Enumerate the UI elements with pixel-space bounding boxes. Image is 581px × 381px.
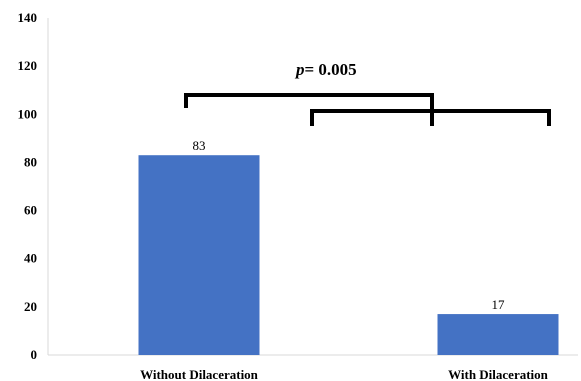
p-value-text: = 0.005 — [305, 60, 357, 79]
data-labels: 83 17 — [193, 138, 506, 312]
y-tick-label: 20 — [24, 299, 37, 314]
y-tick-label: 120 — [18, 58, 38, 73]
p-value-label: p= 0.005 — [294, 60, 357, 79]
bars — [138, 155, 559, 355]
bar — [138, 155, 260, 355]
y-tick-label: 40 — [24, 251, 37, 266]
significance-brackets — [184, 93, 551, 126]
category-label: With Dilaceration — [448, 367, 549, 381]
category-labels: Without Dilaceration With Dilaceration — [140, 367, 549, 381]
bracket-left — [184, 93, 434, 108]
y-tick-label: 80 — [24, 154, 37, 169]
p-symbol: p — [294, 60, 305, 79]
y-tick-label: 100 — [18, 106, 38, 121]
y-tick-label: 60 — [24, 203, 37, 218]
bar-data-label: 83 — [193, 138, 206, 153]
category-label: Without Dilaceration — [140, 367, 259, 381]
bar-data-label: 17 — [492, 297, 506, 312]
bar — [437, 314, 559, 355]
y-tick-label: 0 — [31, 347, 38, 362]
y-tick-label: 140 — [18, 10, 38, 25]
y-tick-labels: 0 20 40 60 80 100 120 140 — [18, 10, 38, 362]
